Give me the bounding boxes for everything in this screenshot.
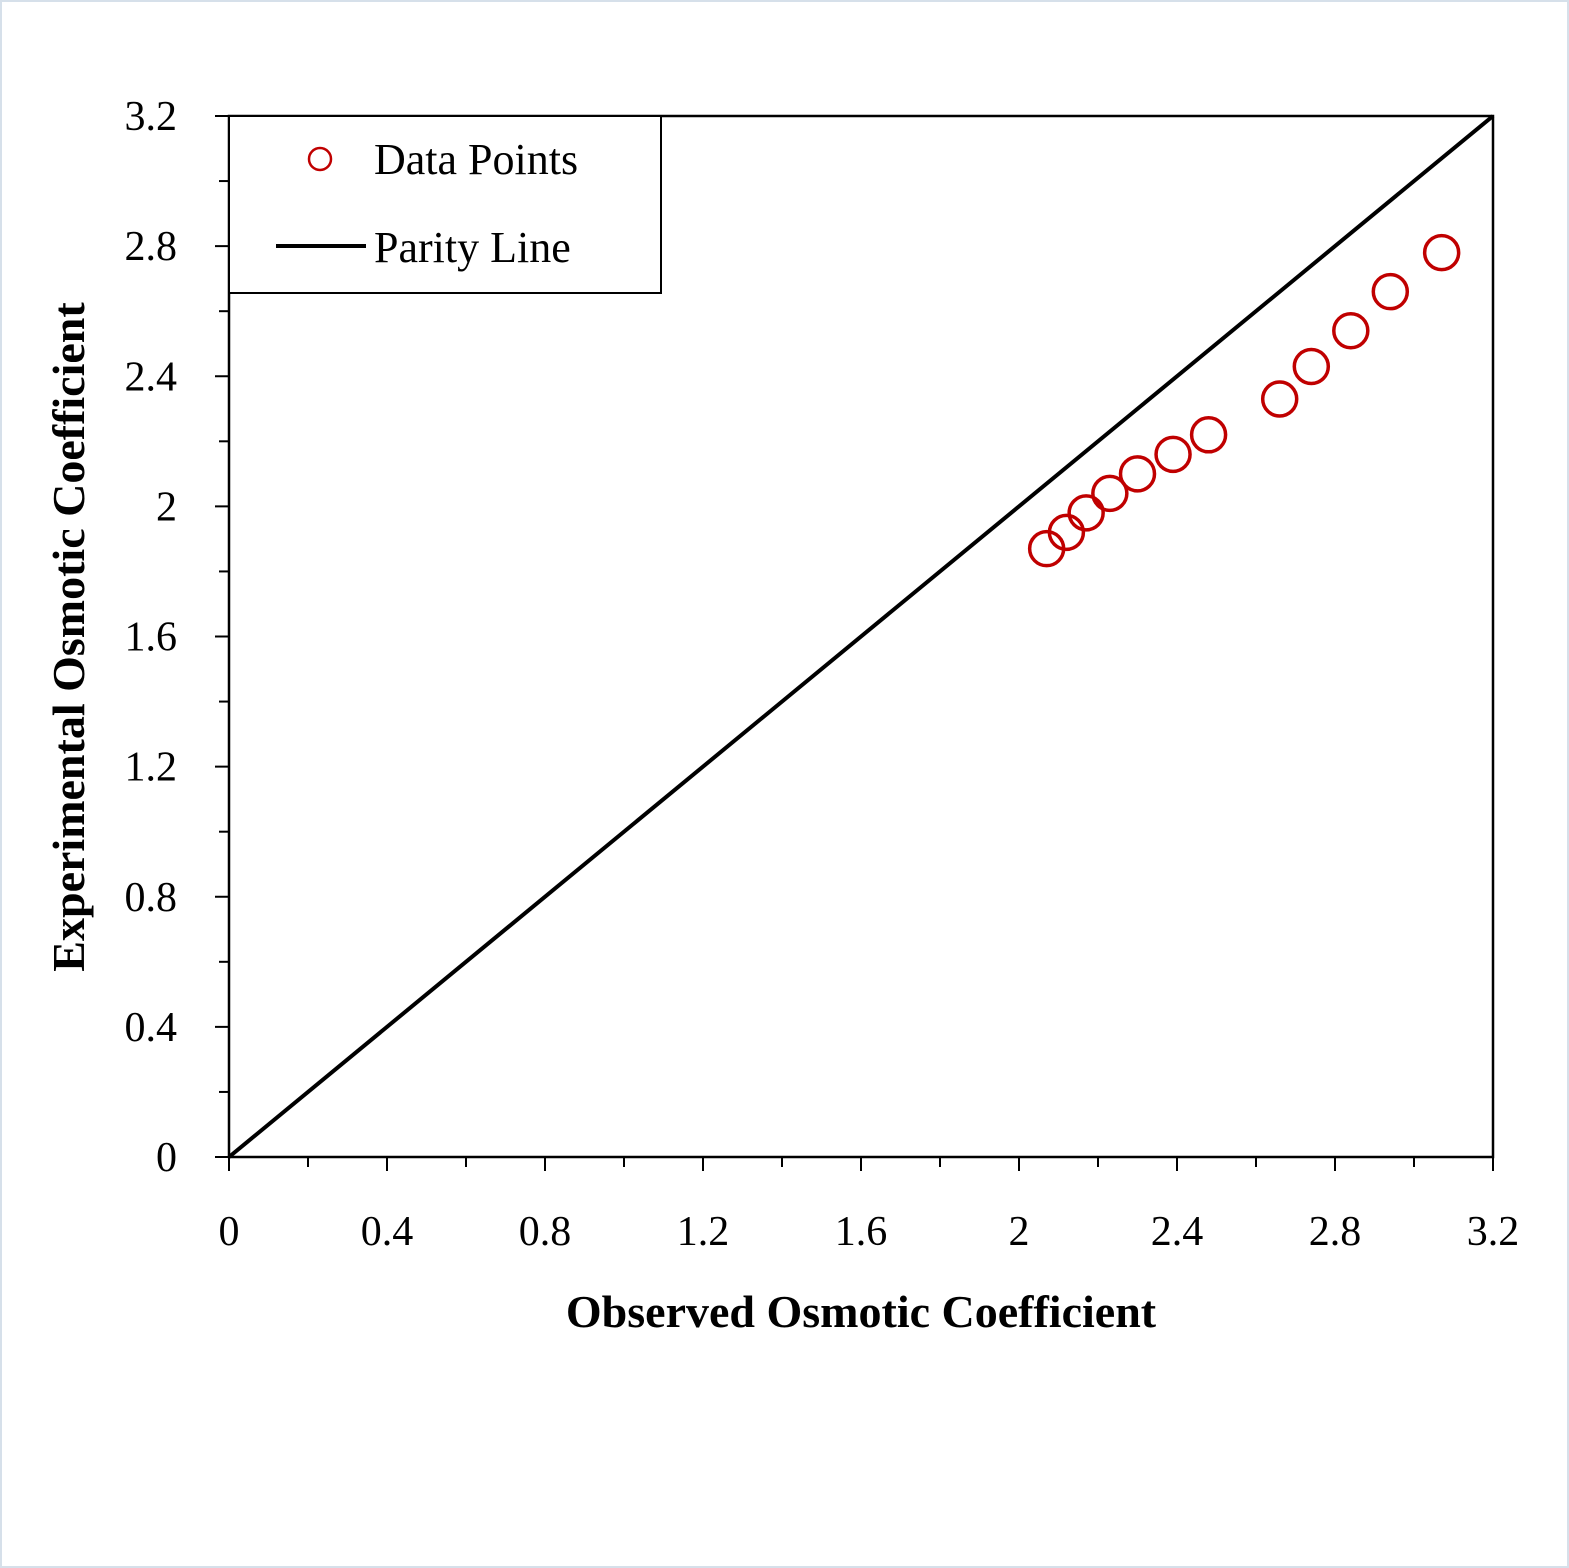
data-point [1292, 347, 1331, 386]
x-tick-label: 2.8 [1309, 1209, 1362, 1255]
data-point [1422, 233, 1461, 272]
parity-line [227, 114, 1495, 1159]
x-axis-ticks: 0 0.4 0.8 1.2 1.6 2 2.4 2.8 3.2 [219, 1157, 1520, 1255]
x-tick-label: 1.2 [677, 1209, 730, 1255]
x-axis-title: Observed Osmotic Coefficient [566, 1286, 1157, 1337]
legend-label-parity-line: Parity Line [374, 223, 571, 272]
y-tick-label: 2.4 [125, 354, 178, 400]
y-tick-label: 0 [156, 1135, 177, 1181]
data-point [1154, 435, 1192, 474]
y-tick-label: 3.2 [125, 94, 178, 140]
y-tick-label: 2 [156, 484, 177, 530]
x-tick-label: 0.4 [361, 1209, 414, 1255]
legend-label-data-points: Data Points [374, 135, 578, 184]
y-tick-label: 0.8 [125, 875, 178, 921]
data-point [1047, 513, 1086, 552]
data-point [1067, 494, 1105, 532]
data-point [1189, 416, 1228, 454]
x-tick-label: 1.6 [835, 1209, 888, 1255]
data-point [1091, 474, 1129, 513]
y-tick-label: 1.2 [125, 745, 178, 791]
x-tick-label: 2 [1009, 1209, 1030, 1255]
y-tick-label: 1.6 [125, 615, 178, 661]
data-point [1371, 272, 1410, 311]
x-tick-label: 3.2 [1467, 1209, 1520, 1255]
y-axis-ticks: 0 0.4 0.8 1.2 1.6 2 2.4 2.8 3.2 [125, 94, 229, 1181]
legend-marker-data-points [307, 146, 333, 172]
data-point [1332, 311, 1370, 350]
y-tick-label: 0.4 [125, 1005, 178, 1051]
x-tick-label: 2.4 [1151, 1209, 1204, 1255]
legend: Data Points Parity Line [228, 115, 662, 294]
series-layer [227, 114, 1495, 1159]
x-tick-label: 0.8 [519, 1209, 572, 1255]
legend-box [228, 115, 662, 294]
x-tick-label: 0 [219, 1209, 240, 1255]
data-point [1260, 380, 1299, 418]
y-axis-title: Experimental Osmotic Coefficient [43, 302, 94, 972]
y-tick-label: 2.8 [125, 224, 178, 270]
data-point [1118, 455, 1157, 493]
